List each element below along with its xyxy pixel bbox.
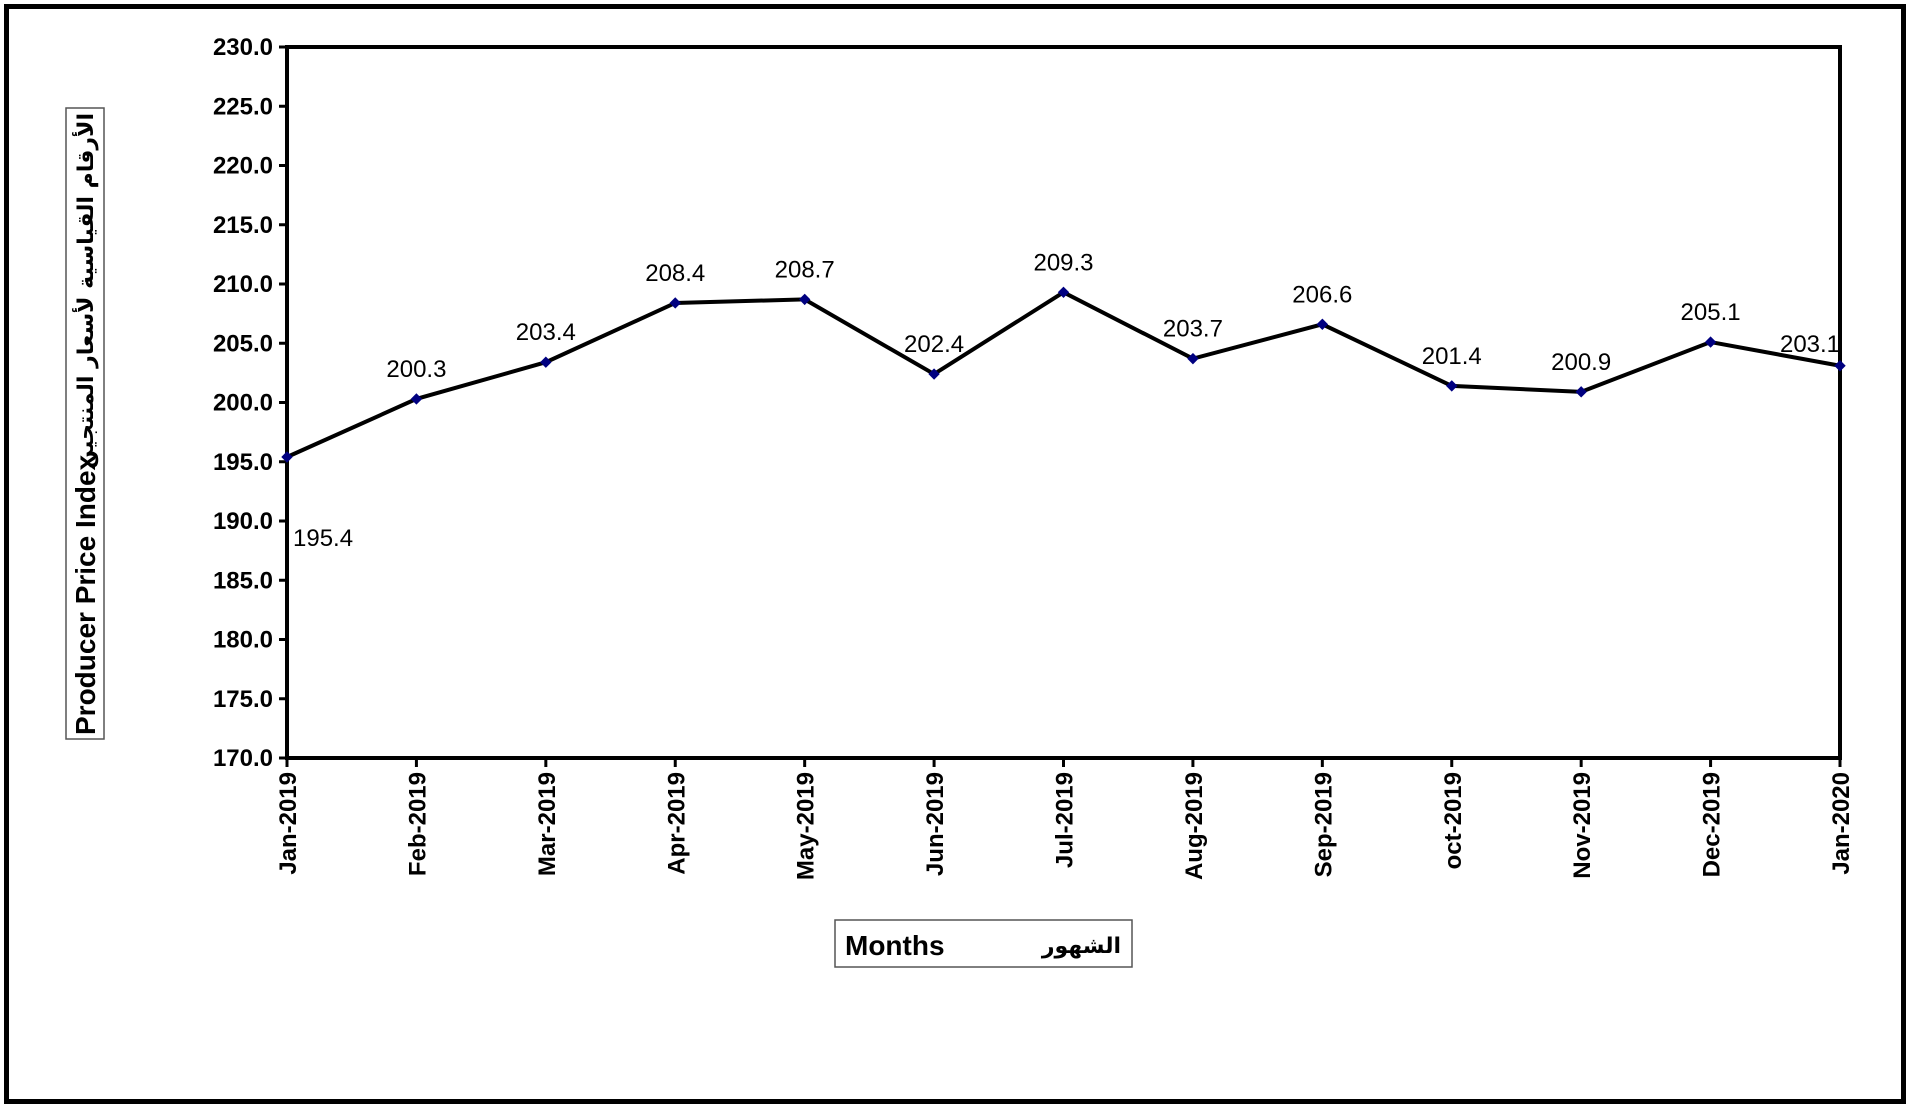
y-tick-label: 215.0 xyxy=(213,212,273,239)
y-tick-label: 200.0 xyxy=(213,390,273,417)
data-label: 203.7 xyxy=(1163,316,1223,343)
data-label: 202.4 xyxy=(904,331,964,358)
data-labels: 195.4 200.3 203.4 208.4 208.7 202.4 209.3 203.7… xyxy=(293,249,1840,552)
x-tick-label: Jan-2020 xyxy=(1828,772,1855,875)
data-label: 205.1 xyxy=(1681,299,1741,326)
x-tick-label: Jul-2019 xyxy=(1052,772,1079,868)
data-label: 203.4 xyxy=(516,319,576,346)
x-tick-label: Jan-2019 xyxy=(275,772,302,875)
y-tick-label: 195.0 xyxy=(213,449,273,476)
x-tick-label: Mar-2019 xyxy=(534,772,561,876)
data-point xyxy=(1704,336,1717,348)
y-tick-label: 225.0 xyxy=(213,93,273,120)
data-label: 209.3 xyxy=(1033,249,1093,276)
data-point xyxy=(1834,360,1846,372)
chart-frame xyxy=(4,4,1906,1104)
y-tick-label: 175.0 xyxy=(213,686,273,713)
y-tick-label: 180.0 xyxy=(213,627,273,654)
x-tick-label: Aug-2019 xyxy=(1181,772,1208,880)
data-label: 203.1 xyxy=(1780,331,1840,358)
y-axis-title-ar: الأرقام القياسية لأسعار المنتجين xyxy=(71,113,99,469)
y-tick-label: 230.0 xyxy=(213,34,273,61)
data-point xyxy=(1446,380,1458,392)
data-point xyxy=(1316,318,1329,330)
data-label: 206.6 xyxy=(1292,281,1352,308)
y-tick-label: 205.0 xyxy=(213,330,273,357)
x-tick-label: Jun-2019 xyxy=(922,772,949,876)
plot-area xyxy=(285,45,1842,760)
x-axis-title-ar: الشهور xyxy=(1041,934,1121,959)
x-tick-label: Apr-2019 xyxy=(663,772,690,875)
x-tick-label: oct-2019 xyxy=(1440,772,1467,869)
data-label: 195.4 xyxy=(293,525,353,552)
data-label: 200.3 xyxy=(386,356,446,383)
data-point xyxy=(798,293,811,306)
y-tick-label: 170.0 xyxy=(213,745,273,772)
y-axis-ticks: 170.0 175.0 180.0 185.0 190.0 195.0 200.0 205.0… xyxy=(213,34,287,772)
data-point xyxy=(540,356,552,368)
data-point xyxy=(1187,352,1199,365)
data-label: 200.9 xyxy=(1551,349,1611,376)
data-label: 208.4 xyxy=(645,260,705,287)
x-axis-title-en: Months xyxy=(845,930,945,961)
data-label: 201.4 xyxy=(1422,343,1482,370)
y-axis-title-en: Producer Price Index xyxy=(70,454,101,735)
data-label: 208.7 xyxy=(775,256,835,283)
data-point xyxy=(1057,286,1070,299)
x-tick-label: Sep-2019 xyxy=(1310,772,1337,877)
data-point xyxy=(928,368,940,380)
y-tick-label: 220.0 xyxy=(213,153,273,180)
y-axis-title-box xyxy=(65,107,105,740)
data-point xyxy=(410,393,423,405)
y-axis-title: Producer Price Index الأرقام القياسية لأ… xyxy=(70,113,101,735)
x-tick-label: Dec-2019 xyxy=(1699,772,1726,877)
x-tick-label: Feb-2019 xyxy=(404,772,431,876)
x-axis-title-box xyxy=(834,919,1133,968)
y-tick-label: 210.0 xyxy=(213,271,273,298)
y-tick-label: 190.0 xyxy=(213,508,273,535)
x-tick-label: May-2019 xyxy=(793,772,820,880)
y-tick-label: 185.0 xyxy=(213,567,273,594)
x-tick-label: Nov-2019 xyxy=(1569,772,1596,879)
x-axis-ticks: Jan-2019 Feb-2019 Mar-2019 Apr-2019 May-2019… xyxy=(275,758,1855,880)
data-point xyxy=(669,297,681,309)
data-markers xyxy=(281,286,1846,463)
data-point xyxy=(1575,386,1587,398)
data-point xyxy=(281,451,293,463)
